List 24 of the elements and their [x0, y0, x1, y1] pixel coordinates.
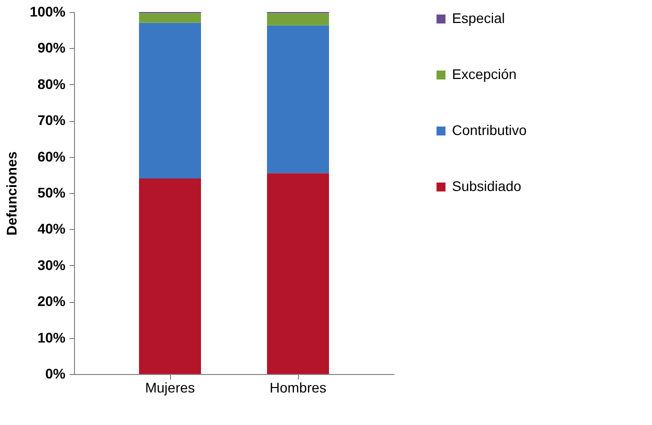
legend-label: Excepción: [452, 66, 517, 82]
y-tick-label: 90%: [37, 40, 66, 56]
y-tick-label: 30%: [37, 256, 66, 273]
bar: [139, 22, 201, 179]
y-axis-title: Defunciones: [4, 151, 20, 236]
y-tick-label: 80%: [37, 76, 66, 92]
y-tick-label: 100%: [30, 4, 66, 20]
y-tick-label: 10%: [37, 329, 66, 346]
bar: [267, 13, 329, 26]
legend-label: Contributivo: [452, 122, 527, 138]
legend-label: Subsidiado: [452, 178, 522, 194]
y-tick-label: 50%: [37, 184, 66, 200]
bar: [139, 13, 201, 23]
bar: [139, 178, 201, 374]
legend-label: Especial: [452, 10, 505, 26]
y-tick-label: 70%: [37, 112, 66, 128]
y-tick-label: 0%: [45, 366, 66, 382]
y-tick-label: 40%: [37, 220, 66, 237]
bar: [267, 173, 329, 374]
y-tick-label: 60%: [37, 148, 66, 164]
bar: [267, 25, 329, 174]
x-tick-label: Hombres: [270, 380, 326, 396]
x-tick-label: Mujeres: [145, 380, 195, 396]
y-tick-label: 20%: [37, 293, 66, 310]
